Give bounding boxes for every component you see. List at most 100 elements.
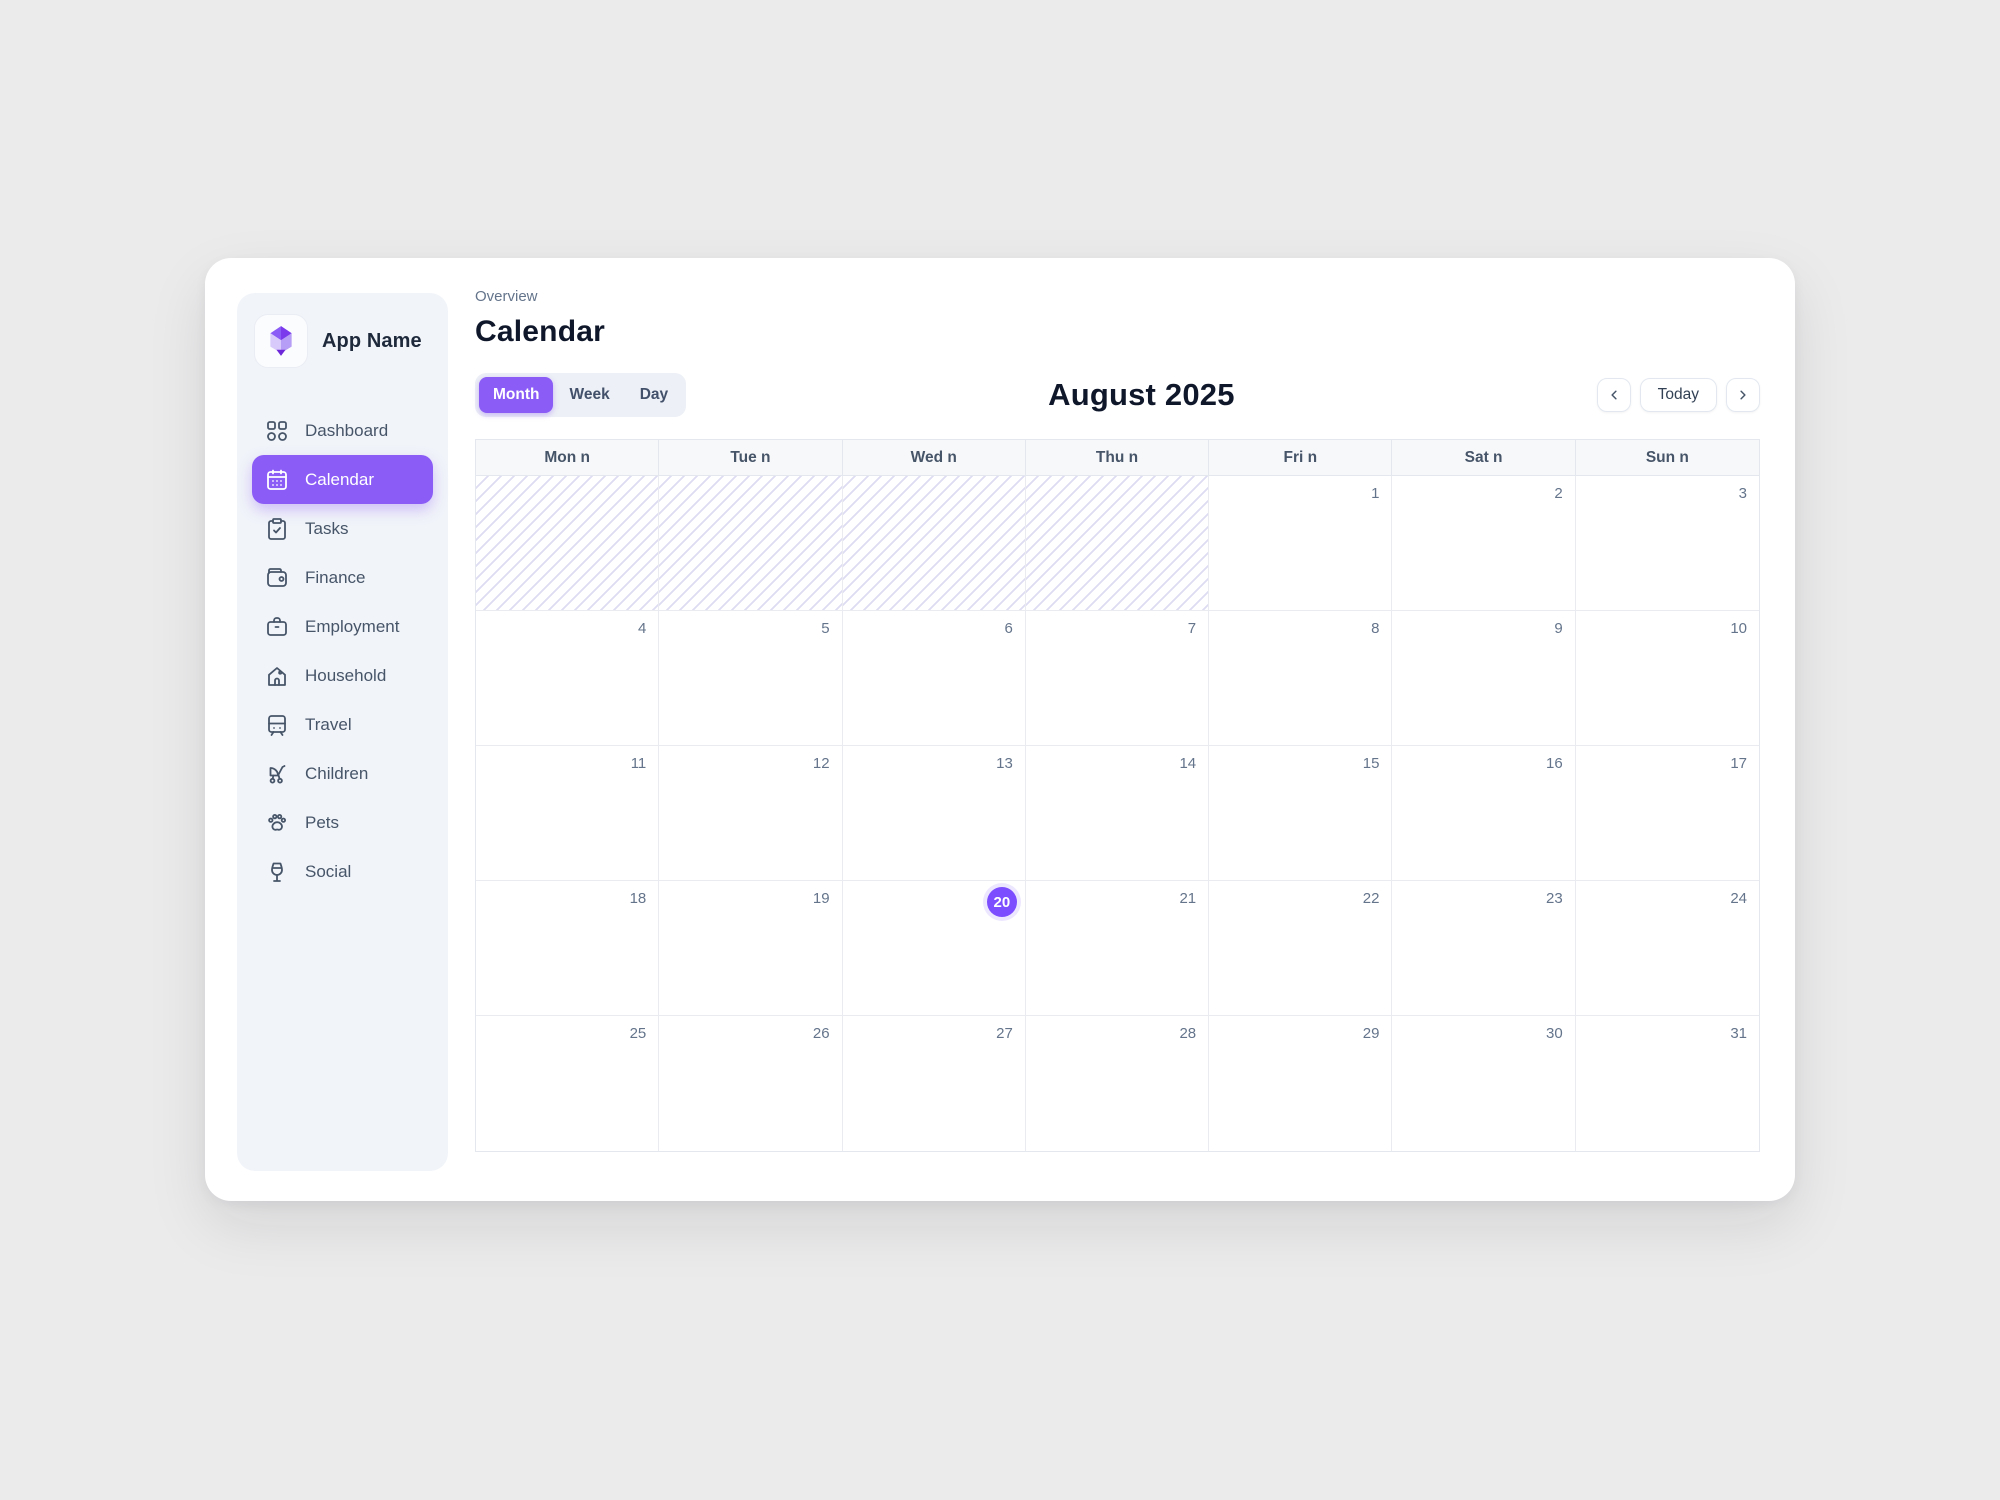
day-header: Thu n bbox=[1025, 440, 1210, 476]
calendar-icon bbox=[265, 468, 289, 492]
day-number: 23 bbox=[1546, 890, 1563, 907]
calendar-toolbar: Month Week Day August 2025 Today bbox=[475, 373, 1760, 417]
breadcrumb: Overview bbox=[475, 288, 538, 305]
calendar-day-cell[interactable]: 31 bbox=[1575, 1016, 1759, 1151]
household-icon bbox=[265, 664, 289, 688]
calendar-day-cell[interactable]: 30 bbox=[1392, 1016, 1576, 1151]
day-header: Mon n bbox=[476, 440, 660, 476]
calendar-day-cell[interactable]: 21 bbox=[1025, 881, 1210, 1016]
sidebar-item-label: Household bbox=[305, 665, 387, 685]
calendar-day-cell[interactable]: 13 bbox=[842, 746, 1026, 881]
calendar-day-cell[interactable]: 18 bbox=[476, 881, 660, 1016]
gem-logo-icon bbox=[254, 314, 308, 368]
sidebar-item-calendar[interactable]: Calendar bbox=[252, 455, 433, 504]
sidebar-item-label: Employment bbox=[305, 616, 400, 636]
travel-icon bbox=[265, 713, 289, 737]
calendar-day-cell[interactable]: 10 bbox=[1575, 611, 1759, 746]
day-number: 5 bbox=[821, 620, 830, 637]
calendar-day-cell[interactable]: 1 bbox=[1209, 476, 1393, 611]
next-month-button[interactable] bbox=[1726, 378, 1760, 412]
day-number: 8 bbox=[1371, 620, 1380, 637]
day-number: 9 bbox=[1554, 620, 1563, 637]
day-number: 16 bbox=[1546, 755, 1563, 772]
day-number: 7 bbox=[1187, 620, 1197, 637]
calendar-day-cell[interactable]: 23 bbox=[1392, 881, 1576, 1016]
calendar-day-cell[interactable]: 9 bbox=[1392, 611, 1576, 746]
day-number: 15 bbox=[1362, 755, 1380, 772]
day-header: Fri n bbox=[1209, 440, 1393, 476]
calendar-day-cell[interactable]: 5 bbox=[659, 611, 843, 746]
calendar-day-cell[interactable]: 28 bbox=[1025, 1016, 1210, 1151]
calendar-day-cell[interactable]: 29 bbox=[1209, 1016, 1393, 1151]
page-title: Calendar bbox=[475, 315, 605, 348]
app-name: App Name bbox=[322, 329, 422, 352]
calendar-day-cell[interactable]: 27 bbox=[842, 1016, 1026, 1151]
day-number: 17 bbox=[1730, 755, 1747, 772]
calendar-outside-cell[interactable] bbox=[1025, 476, 1210, 611]
view-button-month[interactable]: Month bbox=[479, 377, 554, 413]
sidebar-item-tasks[interactable]: Tasks bbox=[252, 504, 433, 553]
day-header: Wed n bbox=[842, 440, 1026, 476]
day-header: Sat n bbox=[1392, 440, 1576, 476]
calendar-day-cell[interactable]: 26 bbox=[659, 1016, 843, 1151]
day-number: 10 bbox=[1730, 620, 1747, 637]
day-number: 26 bbox=[812, 1025, 830, 1042]
day-number: 29 bbox=[1362, 1025, 1380, 1042]
day-number: 25 bbox=[629, 1025, 647, 1042]
day-number: 12 bbox=[812, 755, 830, 772]
chevron-left-icon bbox=[1611, 390, 1617, 400]
dashboard-icon bbox=[265, 419, 289, 443]
calendar-day-cell[interactable]: 20 bbox=[842, 881, 1026, 1016]
view-button-week[interactable]: Week bbox=[555, 377, 623, 413]
day-number: 27 bbox=[996, 1025, 1013, 1042]
calendar-day-cell[interactable]: 16 bbox=[1392, 746, 1576, 881]
view-button-day[interactable]: Day bbox=[626, 377, 682, 413]
calendar-day-cell[interactable]: 8 bbox=[1209, 611, 1393, 746]
calendar-day-cell[interactable]: 11 bbox=[476, 746, 660, 881]
sidebar: App Name Dashboard Calendar Tasks Finance Em… bbox=[237, 293, 448, 1171]
calendar-day-cell[interactable]: 6 bbox=[842, 611, 1026, 746]
calendar-day-cell[interactable]: 24 bbox=[1575, 881, 1759, 1016]
sidebar-item-label: Travel bbox=[305, 714, 352, 734]
sidebar-item-children[interactable]: Children bbox=[252, 749, 433, 798]
calendar-outside-cell[interactable] bbox=[659, 476, 843, 611]
calendar-day-cell[interactable]: 22 bbox=[1209, 881, 1393, 1016]
sidebar-item-finance[interactable]: Finance bbox=[252, 553, 433, 602]
day-number: 18 bbox=[629, 890, 647, 907]
today-button[interactable]: Today bbox=[1639, 378, 1717, 412]
calendar-day-cell[interactable]: 17 bbox=[1575, 746, 1759, 881]
day-number: 30 bbox=[1546, 1025, 1563, 1042]
chevron-right-icon bbox=[1740, 390, 1746, 400]
calendar-day-cell[interactable]: 25 bbox=[476, 1016, 660, 1151]
day-number: 22 bbox=[1362, 890, 1380, 907]
sidebar-item-label: Social bbox=[305, 861, 352, 881]
calendar-day-cell[interactable]: 14 bbox=[1025, 746, 1210, 881]
pets-icon bbox=[265, 811, 289, 835]
calendar-day-cell[interactable]: 2 bbox=[1392, 476, 1576, 611]
calendar-day-cell[interactable]: 15 bbox=[1209, 746, 1393, 881]
sidebar-item-dashboard[interactable]: Dashboard bbox=[252, 406, 433, 455]
sidebar-item-label: Finance bbox=[305, 567, 366, 587]
day-number: 11 bbox=[630, 755, 647, 772]
calendar-day-cell[interactable]: 3 bbox=[1575, 476, 1759, 611]
calendar-day-cell[interactable]: 12 bbox=[659, 746, 843, 881]
day-number: 4 bbox=[637, 620, 647, 637]
tasks-icon bbox=[265, 517, 289, 541]
prev-month-button[interactable] bbox=[1596, 378, 1631, 412]
day-header: Tue n bbox=[659, 440, 843, 476]
month-title: August 2025 bbox=[1048, 377, 1235, 412]
calendar-day-cell[interactable]: 7 bbox=[1025, 611, 1210, 746]
sidebar-item-travel[interactable]: Travel bbox=[252, 700, 433, 749]
sidebar-item-social[interactable]: Social bbox=[252, 847, 433, 896]
sidebar-item-employment[interactable]: Employment bbox=[252, 602, 433, 651]
calendar-outside-cell[interactable] bbox=[476, 476, 660, 611]
day-number: 3 bbox=[1738, 485, 1747, 502]
calendar-day-cell[interactable]: 4 bbox=[476, 611, 660, 746]
app-window: App Name Dashboard Calendar Tasks Finance Em… bbox=[205, 258, 1795, 1201]
calendar-outside-cell[interactable] bbox=[842, 476, 1026, 611]
sidebar-item-label: Calendar bbox=[305, 469, 374, 489]
sidebar-item-household[interactable]: Household bbox=[252, 651, 433, 700]
sidebar-item-pets[interactable]: Pets bbox=[252, 798, 433, 847]
calendar-day-cell[interactable]: 19 bbox=[659, 881, 843, 1016]
main-content: Overview Calendar Month Week Day August 20… bbox=[475, 258, 1760, 1152]
